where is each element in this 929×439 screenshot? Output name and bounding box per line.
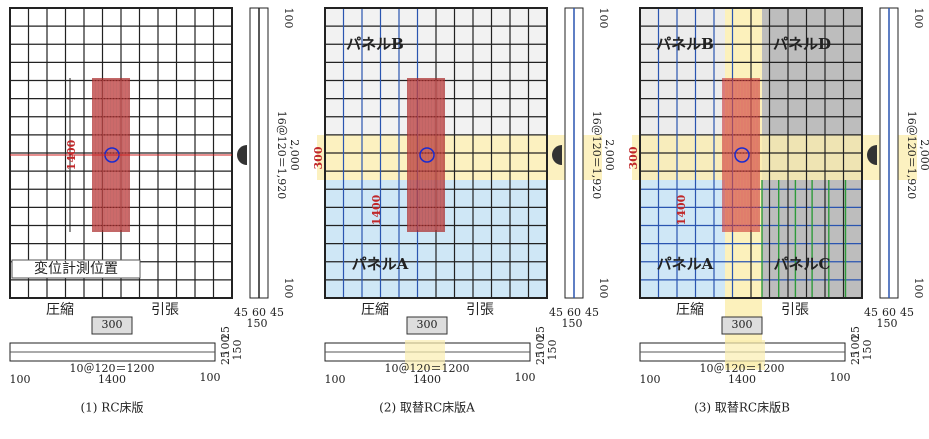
support <box>237 145 247 165</box>
bottom-right: 100 <box>830 371 851 384</box>
bottom-right: 100 <box>200 371 221 384</box>
band-width: 300 <box>312 146 325 169</box>
side-width: 45 <box>585 306 599 319</box>
bottom-depth-total: 150 <box>546 340 559 361</box>
side-width: 45 <box>270 306 284 319</box>
panel-label: パネルD <box>773 35 831 53</box>
bottom-total: 1400 <box>413 373 441 386</box>
load-length: 1400 <box>370 194 383 225</box>
side-spacing: 16＠120＝1,920 <box>905 111 918 199</box>
measure-label: 変位計測位置 <box>34 260 118 277</box>
side-top: 100 <box>282 8 295 29</box>
side-spacing: 16＠120＝1,920 <box>590 111 603 199</box>
bottom-left: 100 <box>325 373 346 386</box>
bottom-depth-total: 150 <box>231 340 244 361</box>
band-width: 300 <box>627 146 640 169</box>
side-width-total: 150 <box>877 317 898 330</box>
tension: 引張 <box>151 302 179 318</box>
bottom-total: 1400 <box>98 373 126 386</box>
bottom-total: 1400 <box>728 373 756 386</box>
panel-label: パネルA <box>657 255 714 273</box>
tension: 引張 <box>466 302 494 318</box>
side-width-total: 150 <box>562 317 583 330</box>
panel-label: パネルA <box>352 255 409 273</box>
tension: 引張 <box>781 302 809 318</box>
side-total: 2,000 <box>603 139 616 171</box>
side-total: 2,000 <box>918 139 929 171</box>
caption: (3) 取替RC床版B <box>694 401 790 415</box>
compression: 圧縮 <box>361 302 389 318</box>
bottom-left: 100 <box>640 373 661 386</box>
side-top: 100 <box>597 8 610 29</box>
panel-label: パネルB <box>656 35 714 53</box>
side-width: 45 <box>900 306 914 319</box>
side-total: 2,000 <box>288 139 301 171</box>
side-bottom: 100 <box>912 278 925 299</box>
side-spacing: 16＠120＝1,920 <box>275 111 288 199</box>
bottom-depth-total: 150 <box>861 340 874 361</box>
panel-label: パネルB <box>346 35 404 53</box>
side-top: 100 <box>912 8 925 29</box>
load-length: 1400 <box>675 194 688 225</box>
side-width-total: 150 <box>247 317 268 330</box>
load-width: 300 <box>102 318 123 331</box>
load-width: 300 <box>732 318 753 331</box>
caption: (1) RC床版 <box>80 401 143 415</box>
bottom-left: 100 <box>10 373 31 386</box>
figure: 1400変位計測位置圧縮引張10016＠120＝1,9202,000100456… <box>0 0 929 439</box>
load-width: 300 <box>417 318 438 331</box>
side-bottom: 100 <box>597 278 610 299</box>
compression: 圧縮 <box>46 302 74 318</box>
caption: (2) 取替RC床版A <box>379 401 475 415</box>
side-bottom: 100 <box>282 278 295 299</box>
compression: 圧縮 <box>676 302 704 318</box>
panel-label: パネルC <box>774 255 831 273</box>
load-length: 1400 <box>65 139 78 170</box>
bottom-right: 100 <box>515 371 536 384</box>
